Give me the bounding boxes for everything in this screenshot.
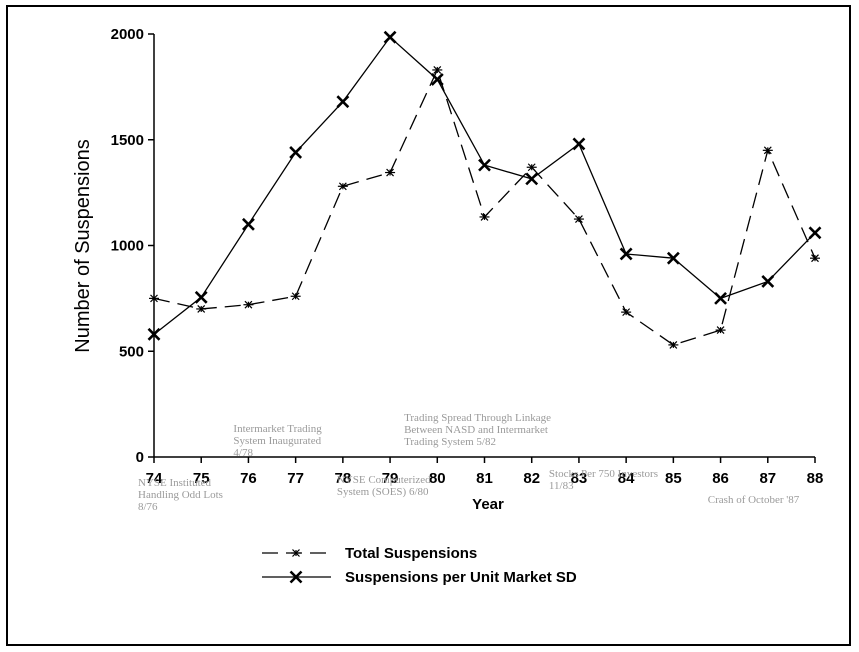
point-0-1: [196, 305, 207, 313]
annotation-2-line-0: NYSE Instituted: [138, 477, 212, 489]
point-0-8: [526, 163, 537, 172]
point-0-9: [573, 215, 584, 223]
annotation-1-line-0: Trading Spread Through Linkage: [404, 412, 551, 424]
x-tick-label-11: 85: [665, 470, 682, 487]
y-tick-label-4: 2000: [111, 26, 144, 43]
y-tick-label-1: 500: [119, 343, 144, 360]
point-0-4: [337, 182, 348, 191]
x-tick-label-1: 75: [193, 470, 210, 487]
y-ticks: 0 500 1000 1500 2000: [111, 26, 154, 466]
x-tick-label-12: 86: [712, 470, 729, 487]
point-1-10: [619, 247, 633, 261]
legend-marker-1: [289, 570, 303, 584]
x-ticks: 74 75 76 77 78 79 80 81 82 83 84 85 86 87 88: [146, 457, 824, 487]
y-tick-label-2: 1000: [111, 238, 144, 255]
series-line-1: [153, 36, 816, 335]
point-0-7: [479, 213, 490, 221]
annotation-4: Stocks Per 750 Investors 11/83: [549, 468, 658, 492]
legend: Total Suspensions Suspensions per Unit Ma…: [262, 545, 577, 586]
y-axis-title: Number of Suspensions: [72, 139, 94, 352]
point-1-9: [572, 137, 586, 151]
point-1-8: [525, 172, 539, 186]
point-1-11: [666, 251, 680, 265]
y-tick-label-3: 1500: [111, 132, 144, 149]
annotation-2-line-1: Handling Odd Lots: [138, 489, 223, 501]
point-0-13: [762, 146, 773, 155]
point-0-11: [668, 340, 679, 349]
point-0-2: [243, 300, 254, 309]
x-tick-label-5: 79: [382, 470, 399, 487]
annotation-0: Intermarket Trading System Inaugurated 4/7…: [233, 423, 322, 459]
annotation-2-line-2: 8/76: [138, 501, 158, 513]
point-0-10: [621, 308, 632, 317]
point-0-5: [385, 168, 396, 177]
x-tick-label-0: 74: [146, 470, 163, 487]
legend-label-1: Suspensions per Unit Market SD: [345, 569, 577, 586]
annotations: Intermarket Trading System Inaugurated 4/7…: [138, 412, 800, 513]
x-tick-label-9: 83: [571, 470, 588, 487]
x-tick-label-10: 84: [618, 470, 635, 487]
x-tick-label-7: 81: [476, 470, 493, 487]
annotation-0-line-1: System Inaugurated: [233, 435, 321, 447]
annotation-0-line-0: Intermarket Trading: [233, 423, 322, 435]
point-1-2: [242, 217, 255, 231]
annotation-1-line-1: Between NASD and Intermarket: [404, 424, 548, 436]
point-0-0: [149, 294, 159, 303]
point-1-7: [478, 158, 491, 172]
x-tick-label-4: 78: [335, 470, 352, 487]
x-tick-label-8: 82: [523, 470, 540, 487]
series-layer: [147, 30, 822, 349]
point-1-4: [336, 95, 350, 109]
x-tick-label-2: 76: [240, 470, 257, 487]
annotation-5-line-0: Crash of October '87: [708, 494, 800, 506]
series-0: [149, 66, 820, 349]
point-0-12: [715, 326, 726, 335]
annotation-3: NYSE Computerized System (SOES) 6/80: [337, 474, 431, 498]
point-1-5: [383, 30, 397, 44]
chart-frame: [6, 5, 851, 646]
legend-item-0: Total Suspensions: [262, 545, 477, 562]
annotation-3-line-0: NYSE Computerized: [337, 474, 431, 486]
series-1: [147, 30, 822, 341]
x-tick-label-14: 88: [807, 470, 824, 487]
annotation-1-line-2: Trading System 5/82: [404, 436, 496, 448]
legend-item-1: Suspensions per Unit Market SD: [262, 569, 577, 586]
annotation-3-line-1: System (SOES) 6/80: [337, 486, 429, 498]
annotation-0-line-2: 4/78: [233, 447, 253, 459]
point-0-14: [810, 254, 820, 263]
point-1-1: [194, 290, 208, 304]
annotation-5: Crash of October '87: [708, 494, 800, 506]
y-tick-label-0: 0: [136, 449, 144, 466]
annotation-4-line-1: 11/83: [549, 480, 574, 492]
legend-label-0: Total Suspensions: [345, 545, 477, 562]
legend-marker-0: [291, 549, 301, 557]
x-tick-label-6: 80: [429, 470, 446, 487]
x-axis-title: Year: [472, 496, 504, 513]
point-1-12: [714, 291, 727, 305]
x-tick-label-3: 77: [287, 470, 304, 487]
point-1-6: [430, 73, 444, 86]
annotation-4-line-0: Stocks Per 750 Investors: [549, 468, 658, 480]
point-0-3: [290, 292, 301, 301]
point-1-14: [808, 226, 822, 240]
point-1-3: [289, 146, 303, 159]
point-1-13: [761, 275, 775, 288]
x-tick-label-13: 87: [759, 470, 776, 487]
point-1-0: [147, 327, 161, 341]
annotation-1: Trading Spread Through Linkage Between NA…: [404, 412, 551, 448]
annotation-2: NYSE Instituted Handling Odd Lots 8/76: [138, 477, 223, 513]
point-0-6: [432, 66, 443, 74]
axes: [153, 34, 815, 458]
